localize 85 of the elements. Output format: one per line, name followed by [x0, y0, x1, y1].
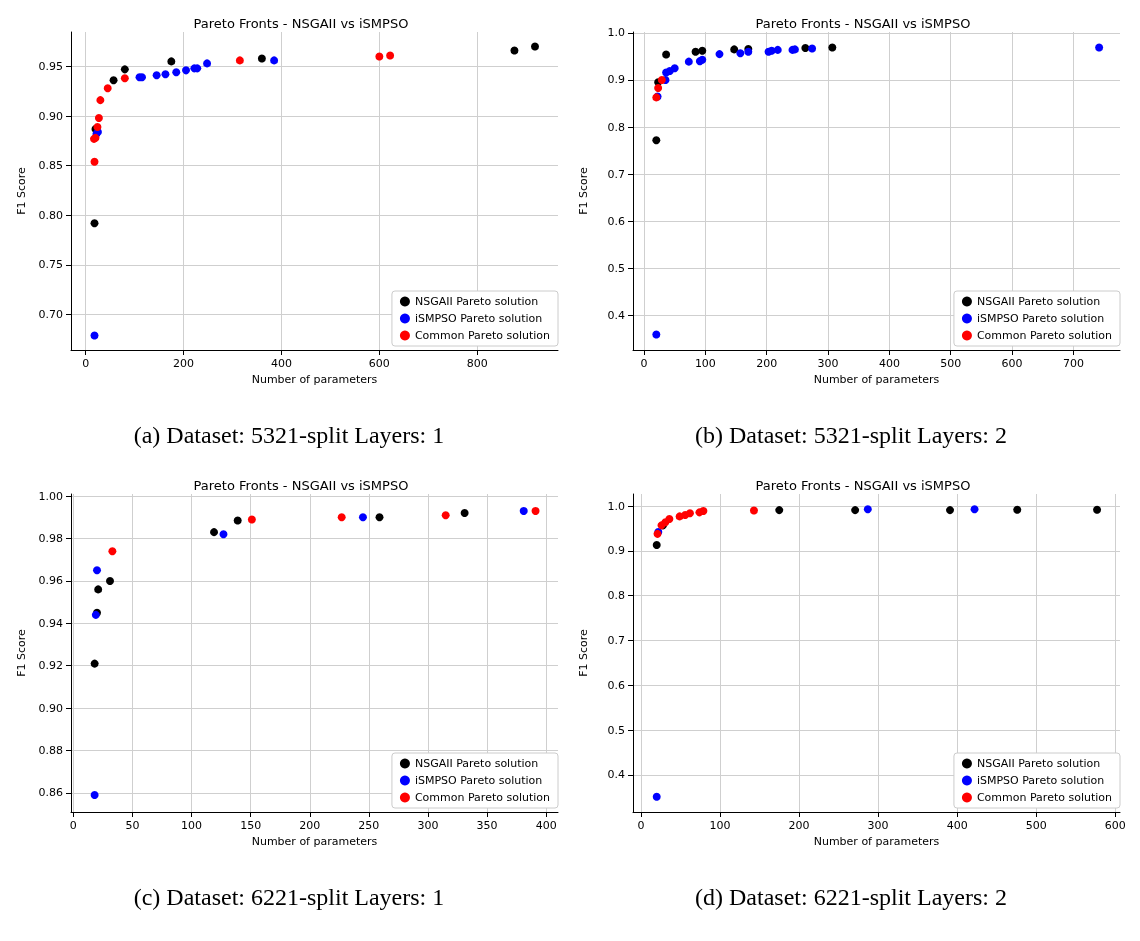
y-axis-title: F1 Score — [15, 628, 28, 677]
x-tick-label: 600 — [1104, 819, 1126, 832]
x-tick-label: 0 — [640, 357, 648, 370]
x-tick-label: 500 — [940, 357, 962, 370]
y-tick-label: 0.86 — [38, 786, 63, 800]
x-tick-label: 0 — [82, 357, 90, 370]
legend-label: NSGAII Pareto solution — [414, 295, 539, 308]
text: (d) Dataset: 6221-split Layers: 2 — [695, 884, 1007, 911]
chart-title: Pareto Fronts - NSGAII vs iSMPSO — [193, 16, 409, 31]
chart-title: Pareto Fronts - NSGAII vs iSMPSO — [755, 478, 971, 493]
x-tick-label: 600 — [368, 357, 390, 370]
y-tick-label: 0.96 — [38, 574, 63, 588]
y-tick-label: 0.90 — [38, 701, 63, 715]
legend-label: Common Pareto solution — [414, 791, 551, 804]
y-tick-label: 0.8 — [607, 120, 625, 134]
text: (b) Dataset: 5321-split Layers: 2 — [695, 422, 1007, 449]
x-tick-label: 0 — [69, 819, 77, 832]
y-tick-label: 0.94 — [38, 616, 63, 630]
legend-label: iSMPSO Pareto solution — [976, 312, 1105, 325]
y-axis-title: F1 Score — [15, 166, 28, 215]
text: (a) Dataset: 5321-split Layers: 1 — [133, 422, 445, 449]
y-tick-label: 0.5 — [607, 261, 625, 275]
legend-label: iSMPSO Pareto solution — [414, 774, 543, 787]
x-tick-label: 300 — [817, 357, 839, 370]
x-tick-label: 200 — [756, 357, 778, 370]
y-tick-label: 1.0 — [607, 499, 625, 513]
y-tick-label: 0.80 — [38, 208, 63, 222]
text: (c) Dataset: 6221-split Layers: 1 — [133, 884, 445, 911]
x-tick-label: 50 — [125, 819, 140, 832]
y-tick-label: 0.7 — [607, 633, 625, 647]
x-axis-title: Number of parameters — [251, 834, 378, 848]
x-tick-label: 200 — [299, 819, 321, 832]
chart-title: Pareto Fronts - NSGAII vs iSMPSO — [193, 478, 409, 493]
x-tick-label: 700 — [1062, 357, 1084, 370]
x-tick-label: 200 — [788, 819, 810, 832]
x-tick-label: 400 — [946, 819, 968, 832]
x-tick-label: 100 — [694, 357, 716, 370]
x-tick-label: 350 — [476, 819, 498, 832]
y-tick-label: 0.6 — [607, 678, 625, 692]
y-tick-label: 0.4 — [607, 768, 625, 782]
y-tick-label: 0.95 — [38, 59, 63, 73]
legend-label: NSGAII Pareto solution — [976, 757, 1101, 770]
x-tick-label: 400 — [878, 357, 900, 370]
y-tick-label: 0.6 — [607, 214, 625, 228]
y-tick-label: 0.8 — [607, 589, 625, 603]
x-axis-title: Number of parameters — [813, 834, 940, 848]
y-tick-label: 0.9 — [607, 544, 625, 558]
legend-label: iSMPSO Pareto solution — [414, 312, 543, 325]
y-tick-label: 0.7 — [607, 167, 625, 181]
x-tick-label: 150 — [240, 819, 262, 832]
y-tick-label: 0.92 — [38, 659, 63, 673]
x-tick-label: 400 — [270, 357, 292, 370]
y-tick-label: 1.00 — [38, 489, 63, 503]
chart-title: Pareto Fronts - NSGAII vs iSMPSO — [755, 16, 971, 31]
y-tick-label: 0.9 — [607, 73, 625, 87]
x-tick-label: 300 — [417, 819, 439, 832]
x-tick-label: 250 — [358, 819, 380, 832]
y-tick-label: 0.70 — [38, 308, 63, 322]
x-tick-label: 100 — [709, 819, 731, 832]
legend-label: Common Pareto solution — [414, 329, 551, 342]
y-tick-label: 0.98 — [38, 532, 63, 546]
y-axis-title: F1 Score — [577, 628, 590, 677]
legend-label: NSGAII Pareto solution — [976, 295, 1101, 308]
legend-label: NSGAII Pareto solution — [414, 757, 539, 770]
legend-label: Common Pareto solution — [976, 791, 1113, 804]
legend-label: Common Pareto solution — [976, 329, 1113, 342]
x-tick-label: 0 — [637, 819, 645, 832]
y-tick-label: 0.5 — [607, 723, 625, 737]
y-tick-label: 0.88 — [38, 744, 63, 758]
x-tick-label: 600 — [1001, 357, 1023, 370]
legend-label: iSMPSO Pareto solution — [976, 774, 1105, 787]
y-axis-title: F1 Score — [577, 166, 590, 215]
y-tick-label: 0.75 — [38, 258, 63, 272]
x-tick-label: 300 — [867, 819, 889, 832]
y-tick-label: 0.85 — [38, 159, 63, 173]
x-tick-label: 500 — [1025, 819, 1047, 832]
x-tick-label: 400 — [535, 819, 557, 832]
y-tick-label: 0.4 — [607, 308, 625, 322]
x-axis-title: Number of parameters — [813, 372, 940, 386]
y-tick-label: 0.90 — [38, 109, 63, 123]
x-tick-label: 800 — [466, 357, 488, 370]
x-axis-title: Number of parameters — [251, 372, 378, 386]
x-tick-label: 200 — [173, 357, 195, 370]
y-tick-label: 1.0 — [607, 26, 625, 40]
x-tick-label: 100 — [181, 819, 203, 832]
